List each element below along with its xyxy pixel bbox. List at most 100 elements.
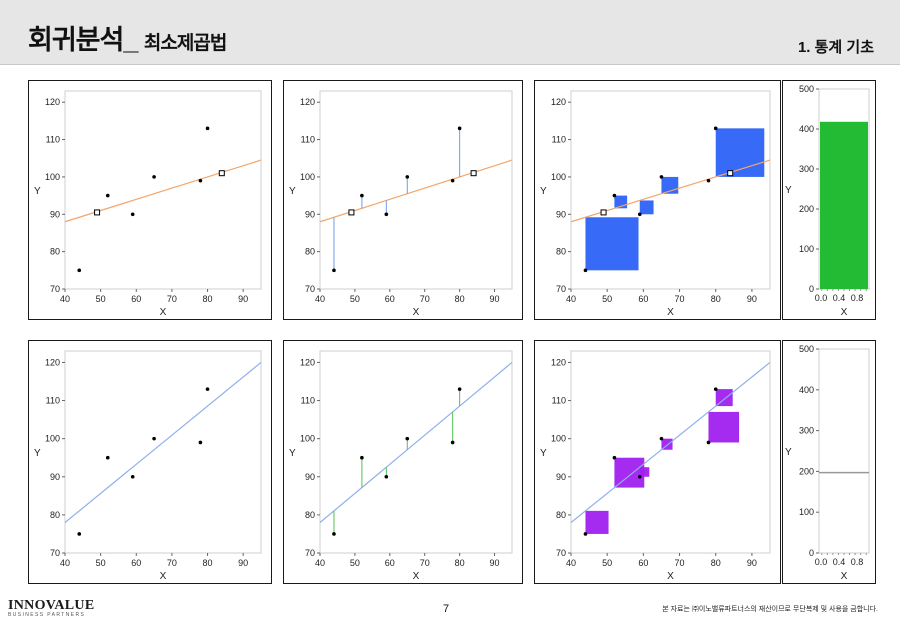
x-tick-label: 70 [675, 558, 685, 568]
title-subtitle: 최소제곱법 [143, 33, 227, 54]
copyright-notice: 본 자료는 ㈜이노밸류파트너스의 재산이므로 무단복제 및 사용을 금합니다. [662, 606, 878, 613]
x-tick-label: 40 [60, 558, 70, 568]
x-tick-label: 0.0 [815, 557, 828, 567]
fitted-point-marker [600, 209, 607, 216]
page-header: 회귀분석_ 최소제곱법 1. 통계 기초 [0, 0, 900, 65]
x-tick-label: 0.0 [815, 293, 828, 303]
data-point [205, 126, 210, 131]
residual-square [661, 438, 673, 450]
page-number: 7 [443, 603, 450, 615]
y-tick-label: 90 [305, 472, 315, 482]
data-point [706, 178, 711, 183]
fitted-point-marker [218, 170, 225, 177]
x-tick-label: 50 [96, 294, 106, 304]
data-point [659, 436, 664, 441]
plot-area [319, 350, 513, 554]
x-tick-label: 70 [167, 294, 177, 304]
x-tick-label: 40 [315, 558, 325, 568]
regression-line [64, 361, 262, 523]
x-axis-label: X [841, 571, 848, 582]
fitted-point-marker [348, 209, 355, 216]
y-tick-label: 120 [551, 97, 566, 107]
x-tick-label: 40 [315, 294, 325, 304]
data-point [612, 193, 617, 198]
x-tick-label: 90 [490, 558, 500, 568]
data-point [152, 436, 156, 441]
y-tick-label: 110 [46, 135, 60, 145]
y-tick-label: 80 [50, 510, 60, 520]
residual-square [614, 457, 645, 488]
data-point [105, 193, 110, 198]
data-point [583, 532, 588, 536]
x-tick-label: 80 [203, 558, 213, 568]
y-tick-label: 70 [50, 548, 60, 558]
data-point [384, 474, 389, 479]
data-point [637, 474, 642, 479]
y-axis-label: Y [34, 448, 41, 459]
y-tick-label: 200 [799, 466, 814, 476]
x-axis-label: X [160, 571, 167, 582]
y-tick-label: 100 [799, 507, 814, 517]
x-tick-label: 60 [131, 294, 141, 304]
y-tick-label: 100 [551, 172, 566, 182]
x-axis-label: X [667, 307, 674, 318]
y-axis-label: Y [289, 186, 296, 197]
y-tick-label: 500 [799, 344, 814, 354]
fitted-point-marker [94, 209, 101, 216]
data-point [706, 440, 711, 445]
data-point [659, 175, 664, 179]
y-tick-label: 110 [301, 135, 315, 145]
fitted-point-marker [470, 170, 477, 177]
plot-area [64, 90, 262, 290]
data-point [152, 175, 156, 179]
x-tick-label: 80 [711, 558, 721, 568]
chart-svg: 40 50 60 70 80 90 70 80 90 100 110 120 X Y [289, 90, 513, 318]
x-tick-label: 50 [350, 558, 360, 568]
y-axis-label: Y [34, 186, 41, 197]
chart-svg: 0 100 200 300 400 500 0.0 0.4 0.8X Y [785, 344, 870, 582]
data-point [612, 455, 617, 460]
regression-line [319, 361, 513, 523]
page-title: 회귀분석_ 최소제곱법 [28, 18, 227, 57]
y-tick-label: 0 [809, 548, 814, 558]
data-point [130, 212, 135, 217]
y-tick-label: 70 [305, 548, 315, 558]
data-point [583, 268, 588, 273]
y-tick-label: 70 [50, 284, 60, 294]
x-tick-label: 40 [566, 558, 576, 568]
y-tick-label: 120 [300, 357, 315, 367]
plot-area [319, 90, 513, 290]
x-axis-label: X [160, 307, 167, 318]
y-tick-label: 120 [45, 97, 60, 107]
y-tick-label: 100 [300, 434, 315, 444]
y-tick-label: 100 [551, 434, 566, 444]
data-point [205, 387, 210, 391]
residual-square [715, 389, 733, 407]
y-tick-label: 300 [799, 164, 814, 174]
x-tick-label: 90 [747, 294, 757, 304]
x-tick-label: 60 [385, 558, 395, 568]
x-axis-label: X [667, 571, 674, 582]
chart-svg: 40 50 60 70 80 90 70 80 90 100 110 120 X Y [540, 350, 771, 582]
chart-svg: 40 50 60 70 80 90 70 80 90 100 110 120 X Y [289, 350, 513, 582]
title-text: 회귀분석_ [28, 25, 138, 55]
plot-area [64, 350, 262, 554]
chart-svg: 40 50 60 70 80 90 70 80 90 100 110 120 X Y [34, 350, 262, 582]
x-tick-label: 70 [167, 558, 177, 568]
x-tick-label: 80 [711, 294, 721, 304]
x-tick-label: 90 [238, 558, 248, 568]
x-tick-label: 50 [350, 294, 360, 304]
x-tick-label: 60 [385, 294, 395, 304]
y-tick-label: 100 [45, 434, 60, 444]
y-axis-label: Y [540, 448, 547, 459]
x-axis-label: X [841, 307, 848, 318]
y-tick-label: 120 [45, 357, 60, 367]
y-tick-label: 120 [300, 97, 315, 107]
x-tick-label: 60 [131, 558, 141, 568]
data-point [105, 455, 110, 460]
chart-panel-top-3: 40 50 60 70 80 90 70 80 90 100 110 120 X Y [534, 80, 781, 320]
data-point [77, 532, 82, 536]
y-tick-label: 80 [556, 247, 566, 257]
y-axis-label: Y [785, 447, 792, 458]
x-tick-label: 80 [455, 558, 465, 568]
